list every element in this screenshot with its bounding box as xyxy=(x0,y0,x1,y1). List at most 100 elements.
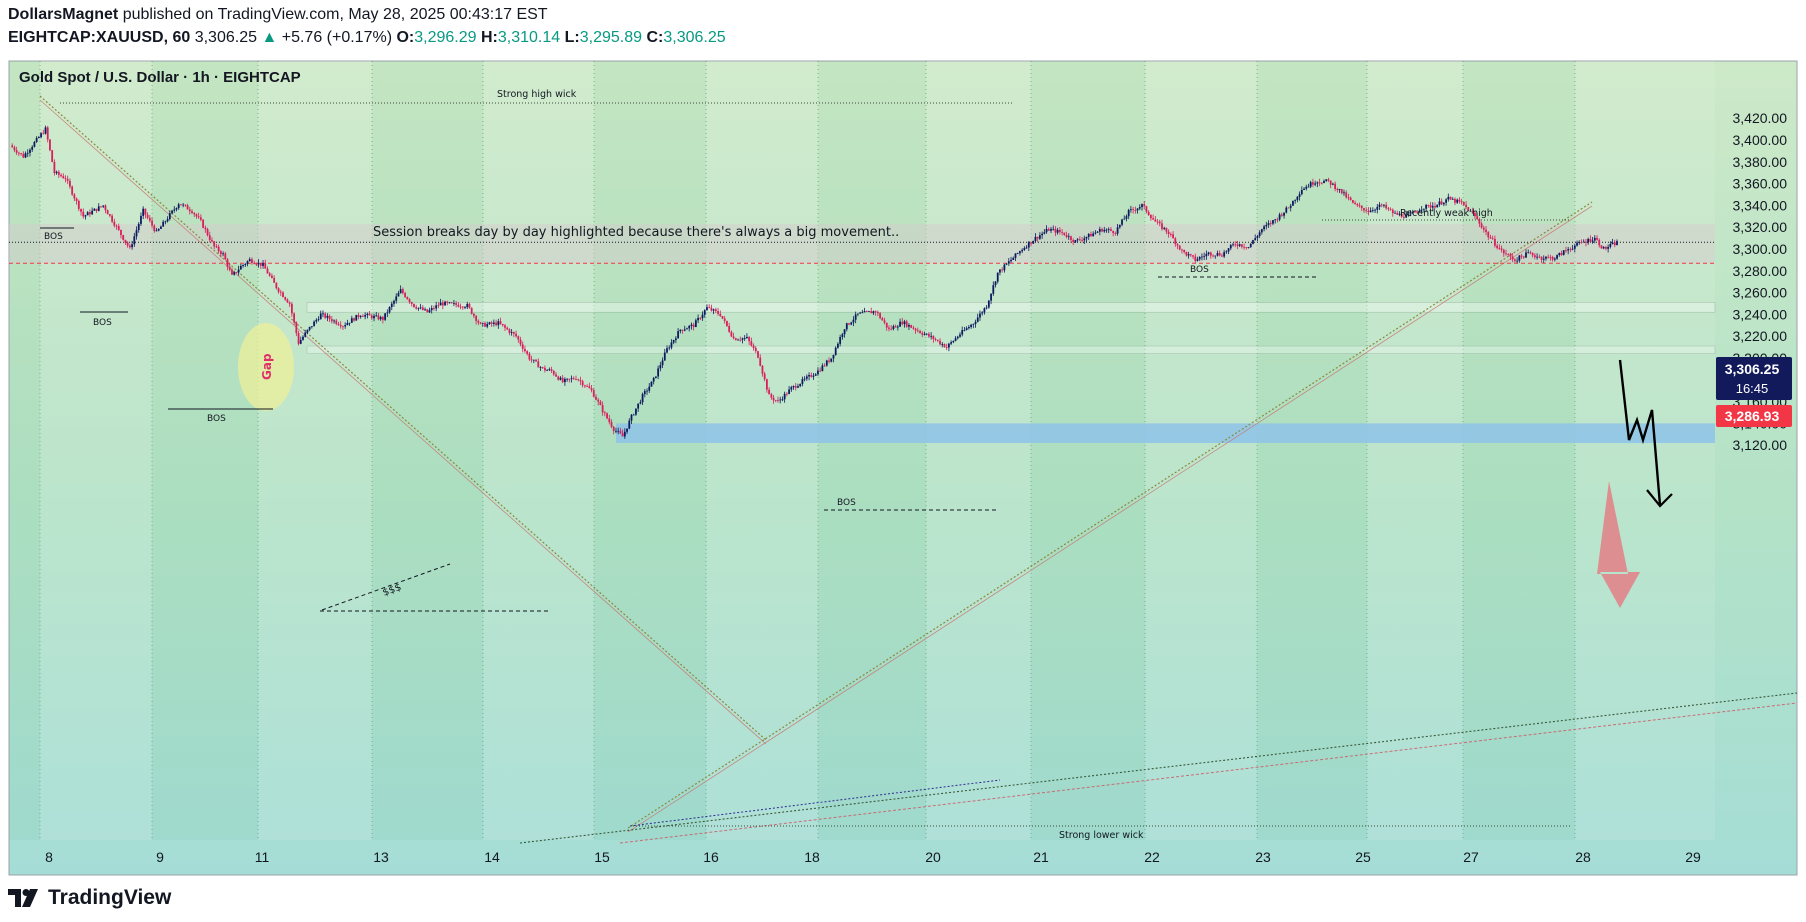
tradingview-logo[interactable]: TradingView xyxy=(8,886,171,910)
session-band xyxy=(372,61,483,840)
candle xyxy=(1303,187,1305,191)
candle-body xyxy=(253,262,256,264)
candle xyxy=(661,357,664,369)
candle-body xyxy=(741,338,744,340)
candle-body xyxy=(379,317,382,320)
chart-title: Gold Spot / U.S. Dollar · 1h · EIGHTCAP xyxy=(19,69,301,86)
candle xyxy=(408,298,411,304)
candle-body xyxy=(1602,247,1605,249)
candle-body xyxy=(1589,238,1592,242)
candle-body xyxy=(1489,237,1492,239)
candle xyxy=(26,149,29,158)
candle-body xyxy=(1316,182,1319,184)
candle-body xyxy=(1451,198,1454,200)
candle-body xyxy=(344,325,347,327)
candle xyxy=(719,310,722,317)
candle xyxy=(1163,226,1166,231)
candle-body xyxy=(1403,216,1405,218)
candle-body xyxy=(1429,205,1432,208)
candle-body xyxy=(1236,244,1239,246)
candle-body xyxy=(339,324,342,327)
candle xyxy=(1558,252,1561,257)
candle xyxy=(60,173,62,178)
candle xyxy=(266,266,269,274)
candle-body xyxy=(732,336,735,339)
candle-body xyxy=(1454,198,1456,203)
symbol-label[interactable]: EIGHTCAP:XAUUSD, 60 xyxy=(8,29,191,46)
candle xyxy=(750,337,753,347)
candle-body xyxy=(1260,229,1263,233)
candle-body xyxy=(739,339,742,341)
candle xyxy=(899,318,901,327)
candle-body xyxy=(903,321,906,325)
y-tick-label: 3,360.00 xyxy=(1733,176,1788,192)
candle xyxy=(1201,253,1203,261)
candle xyxy=(1178,245,1181,251)
candle xyxy=(919,329,921,334)
candle-body xyxy=(364,314,367,317)
candle-body xyxy=(1165,227,1168,232)
candle xyxy=(215,244,218,248)
candle-body xyxy=(655,376,657,378)
candle xyxy=(1192,255,1194,259)
candle xyxy=(1156,219,1159,225)
candle xyxy=(13,145,16,153)
candle xyxy=(42,129,45,135)
candle-body xyxy=(1185,251,1188,256)
candle xyxy=(102,205,105,208)
candle-body xyxy=(317,319,320,321)
candle xyxy=(344,322,347,329)
candle xyxy=(497,318,500,329)
candle-body xyxy=(417,307,420,309)
candle-body xyxy=(1305,186,1308,189)
candle-body xyxy=(723,318,726,321)
candle xyxy=(437,301,440,309)
candle xyxy=(1374,208,1376,213)
candle xyxy=(541,366,544,369)
candle-body xyxy=(131,244,133,248)
candle-body xyxy=(719,313,722,316)
candle-body xyxy=(1012,257,1015,260)
y-tick-label: 3,320.00 xyxy=(1733,219,1788,235)
candle-body xyxy=(1090,233,1092,237)
candle-body xyxy=(239,265,242,270)
candle-body xyxy=(679,329,682,332)
candle xyxy=(1522,255,1525,259)
candle xyxy=(424,307,426,311)
candle-body xyxy=(381,317,384,320)
author-name[interactable]: DollarsMagnet xyxy=(8,6,119,23)
candle-body xyxy=(959,334,961,337)
candle xyxy=(295,321,298,337)
candle-body xyxy=(823,365,826,367)
candle xyxy=(17,151,20,157)
candle-body xyxy=(908,325,910,327)
candle xyxy=(1136,208,1139,214)
candle xyxy=(883,317,886,325)
candle-body xyxy=(1065,235,1068,237)
candle xyxy=(1600,245,1603,249)
uptrend-line-shadow xyxy=(627,205,1593,833)
candle xyxy=(939,338,941,346)
candle xyxy=(535,359,537,362)
candle xyxy=(956,335,959,340)
session-band xyxy=(1031,61,1145,840)
publish-info: published on TradingView.com, May 28, 20… xyxy=(122,6,548,23)
candle-body xyxy=(885,322,888,328)
candle-body xyxy=(1389,208,1392,210)
candle xyxy=(1047,227,1050,231)
gap-highlight xyxy=(238,323,294,411)
candle xyxy=(1285,206,1288,214)
candle xyxy=(1409,210,1412,217)
candle-body xyxy=(475,315,478,321)
candle xyxy=(546,368,549,371)
candle xyxy=(674,336,677,344)
candle-body xyxy=(1360,205,1363,209)
candle-body xyxy=(171,210,173,214)
ohlc-line: EIGHTCAP:XAUUSD, 60 3,306.25 ▲ +5.76 (+0… xyxy=(8,29,726,47)
x-tick-label: 23 xyxy=(1255,849,1271,865)
candle-body xyxy=(1371,210,1374,212)
candle xyxy=(1243,243,1246,250)
candle xyxy=(306,329,309,335)
candle-body xyxy=(168,213,171,220)
